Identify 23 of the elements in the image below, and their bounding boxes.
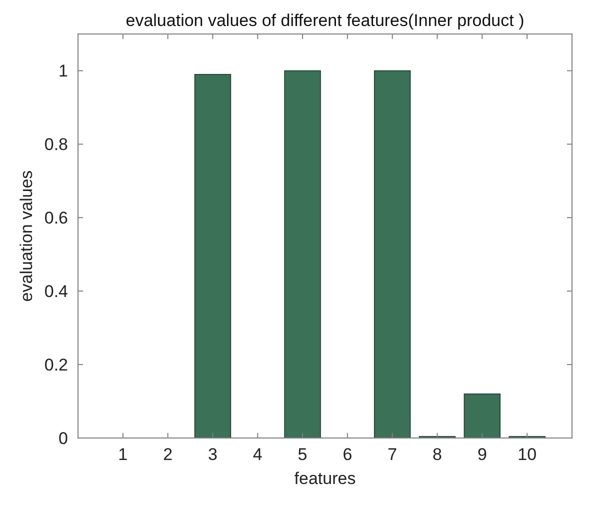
y-tick-label: 0.8 — [44, 135, 68, 154]
y-tick-label: 0 — [58, 428, 68, 448]
x-tick-label: 9 — [477, 445, 487, 464]
y-tick-label: 0.4 — [44, 282, 68, 302]
x-axis-title: features — [294, 469, 356, 488]
x-tick-label: 5 — [298, 445, 308, 464]
x-tick-label: 4 — [252, 445, 262, 464]
x-tick-label: 6 — [342, 445, 352, 464]
y-tick-label: 0.2 — [44, 355, 68, 374]
bar — [194, 74, 232, 438]
x-tick-label: 7 — [388, 445, 398, 464]
chart-title: evaluation values of different features(Inner product ) — [126, 11, 524, 30]
x-tick-label: 10 — [518, 445, 537, 464]
y-tick-label: 0.6 — [44, 208, 68, 228]
x-tick-label: 1 — [118, 445, 128, 464]
x-tick-label: 8 — [432, 445, 442, 464]
x-tick-label: 3 — [208, 445, 218, 464]
y-axis-title: evaluation values — [17, 170, 36, 302]
bar — [284, 70, 321, 438]
y-tick-label: 1 — [58, 62, 68, 81]
bar — [464, 394, 501, 438]
x-tick-label: 2 — [163, 445, 173, 464]
bar — [374, 70, 411, 438]
